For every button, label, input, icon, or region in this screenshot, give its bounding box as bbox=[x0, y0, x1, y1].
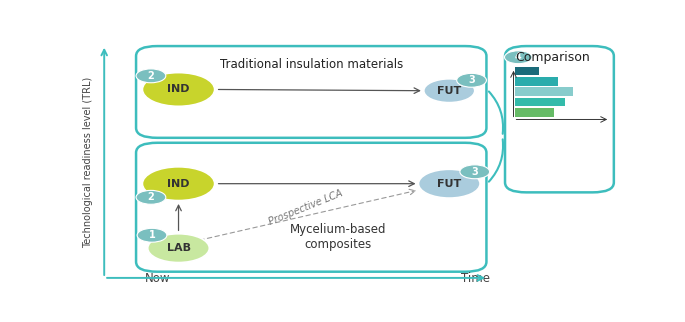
Text: Comparison: Comparison bbox=[515, 51, 590, 64]
Text: 2: 2 bbox=[147, 71, 154, 81]
Text: IND: IND bbox=[167, 84, 190, 94]
Bar bbox=[514, 88, 573, 96]
FancyBboxPatch shape bbox=[505, 46, 614, 192]
Circle shape bbox=[142, 72, 214, 106]
Text: Prospective LCA: Prospective LCA bbox=[268, 188, 345, 227]
Bar bbox=[514, 108, 554, 117]
Text: 3: 3 bbox=[471, 167, 478, 177]
Bar bbox=[514, 77, 558, 86]
Circle shape bbox=[460, 165, 490, 179]
Circle shape bbox=[457, 73, 486, 87]
Text: 3: 3 bbox=[468, 75, 475, 85]
Text: Time: Time bbox=[461, 272, 490, 285]
Text: FUT: FUT bbox=[437, 86, 462, 96]
Text: Mycelium-based
composites: Mycelium-based composites bbox=[290, 223, 386, 251]
Text: Technological readiness level (TRL): Technological readiness level (TRL) bbox=[84, 77, 93, 248]
Circle shape bbox=[136, 69, 166, 83]
Text: 4: 4 bbox=[515, 52, 522, 62]
FancyBboxPatch shape bbox=[136, 46, 486, 138]
Bar bbox=[514, 98, 564, 106]
Text: LAB: LAB bbox=[166, 243, 190, 253]
Bar bbox=[514, 67, 539, 75]
Text: IND: IND bbox=[167, 179, 190, 189]
Circle shape bbox=[419, 169, 480, 198]
Circle shape bbox=[148, 234, 210, 262]
Circle shape bbox=[504, 51, 532, 64]
Text: 1: 1 bbox=[149, 230, 155, 240]
FancyBboxPatch shape bbox=[136, 143, 486, 272]
Circle shape bbox=[142, 167, 214, 201]
Circle shape bbox=[424, 79, 475, 103]
Text: Now: Now bbox=[145, 272, 170, 285]
Text: 2: 2 bbox=[147, 192, 154, 202]
Text: FUT: FUT bbox=[437, 179, 462, 189]
Circle shape bbox=[136, 190, 166, 204]
Text: Traditional insulation materials: Traditional insulation materials bbox=[220, 58, 403, 71]
Circle shape bbox=[137, 228, 167, 242]
